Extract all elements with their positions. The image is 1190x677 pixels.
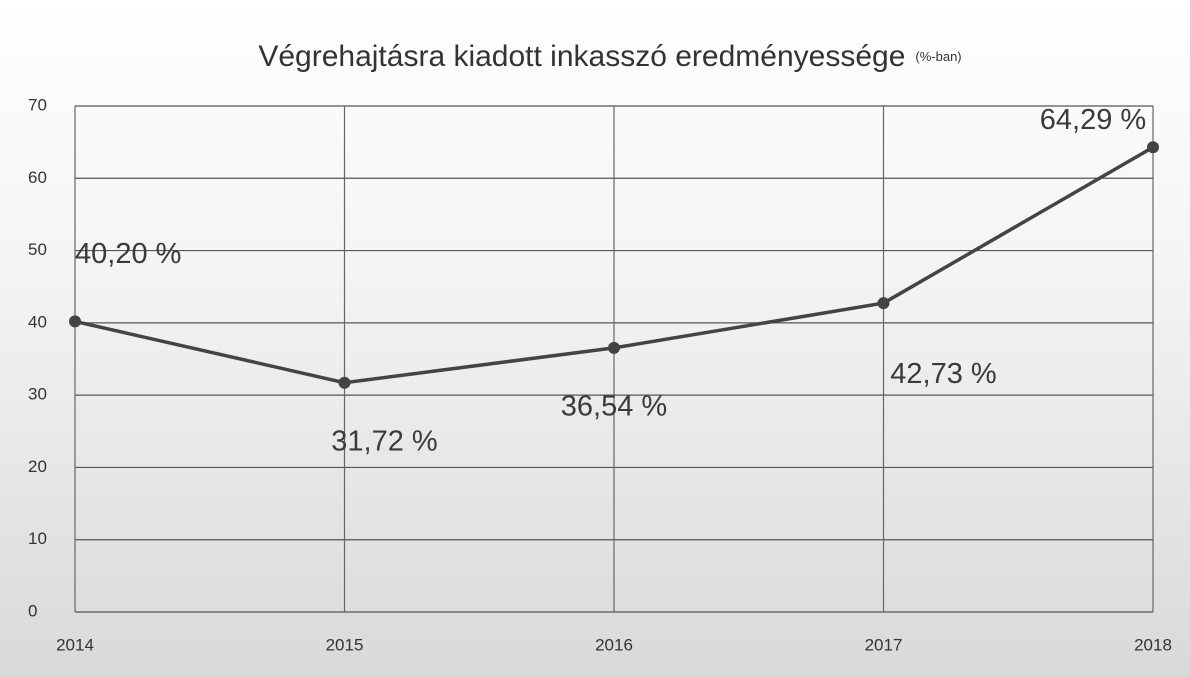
y-tick-label: 70	[28, 95, 47, 114]
x-tick-label: 2018	[1134, 635, 1172, 654]
y-tick-label: 0	[28, 601, 37, 620]
marker	[69, 315, 81, 328]
value-label: 64,29 %	[1040, 104, 1146, 136]
y-tick-label: 50	[28, 240, 47, 259]
value-label: 36,54 %	[561, 391, 667, 423]
y-tick-label: 20	[28, 457, 47, 476]
y-tick-label: 30	[28, 385, 47, 404]
marker	[877, 297, 890, 310]
chart-title: Végrehajtásra kiadott inkasszó eredménye…	[258, 40, 961, 73]
y-tick-label: 10	[28, 529, 47, 548]
y-tick-label: 60	[28, 168, 47, 187]
marker	[338, 376, 351, 389]
value-label: 42,73 %	[890, 358, 996, 390]
marker	[608, 341, 620, 354]
subtitle: (%-ban)	[915, 49, 961, 64]
y-tick-label: 40	[28, 312, 47, 331]
x-tick-label: 2015	[326, 635, 364, 654]
title: Végrehajtásra kiadott inkasszó eredménye…	[258, 40, 905, 73]
marker	[1147, 141, 1159, 154]
value-label: 31,72 %	[331, 425, 437, 457]
value-label: 40,20 %	[75, 238, 181, 270]
x-tick-label: 2016	[595, 635, 633, 654]
x-tick-label: 2017	[865, 635, 903, 654]
x-tick-label: 2014	[56, 635, 94, 654]
